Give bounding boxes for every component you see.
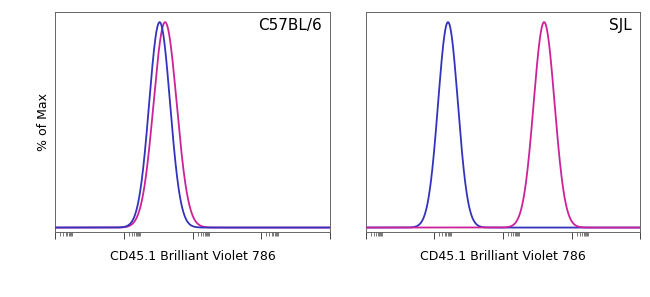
X-axis label: CD45.1 Brilliant Violet 786: CD45.1 Brilliant Violet 786 bbox=[110, 250, 276, 263]
Y-axis label: % of Max: % of Max bbox=[36, 93, 49, 151]
X-axis label: CD45.1 Brilliant Violet 786: CD45.1 Brilliant Violet 786 bbox=[420, 250, 586, 263]
Text: SJL: SJL bbox=[609, 18, 632, 34]
Text: C57BL/6: C57BL/6 bbox=[258, 18, 322, 34]
